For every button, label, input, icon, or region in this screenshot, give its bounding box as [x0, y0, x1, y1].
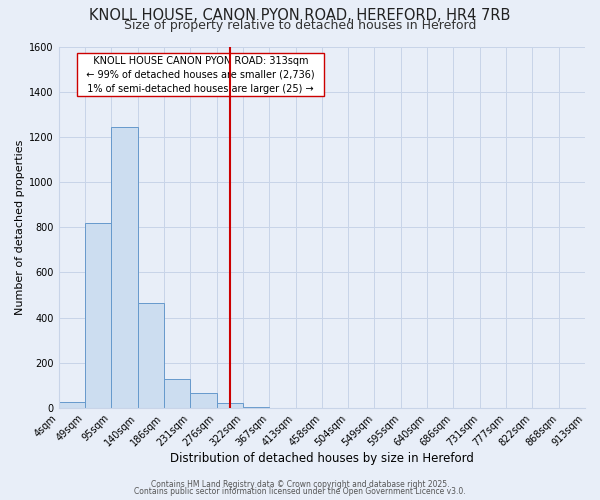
Bar	[137, 303, 164, 408]
Text: Size of property relative to detached houses in Hereford: Size of property relative to detached ho…	[124, 19, 476, 32]
Text: KNOLL HOUSE CANON PYON ROAD: 313sqm  
  ← 99% of detached houses are smaller (2,: KNOLL HOUSE CANON PYON ROAD: 313sqm ← 99…	[80, 56, 321, 94]
X-axis label: Distribution of detached houses by size in Hereford: Distribution of detached houses by size …	[170, 452, 474, 465]
Y-axis label: Number of detached properties: Number of detached properties	[15, 140, 25, 315]
Bar	[217, 404, 243, 408]
Bar	[190, 394, 217, 408]
Bar	[164, 378, 190, 408]
Bar	[59, 402, 85, 408]
Bar	[111, 126, 137, 408]
Bar	[243, 407, 269, 408]
Text: Contains HM Land Registry data © Crown copyright and database right 2025.: Contains HM Land Registry data © Crown c…	[151, 480, 449, 489]
Bar	[85, 222, 111, 408]
Text: KNOLL HOUSE, CANON PYON ROAD, HEREFORD, HR4 7RB: KNOLL HOUSE, CANON PYON ROAD, HEREFORD, …	[89, 8, 511, 22]
Text: Contains public sector information licensed under the Open Government Licence v3: Contains public sector information licen…	[134, 488, 466, 496]
